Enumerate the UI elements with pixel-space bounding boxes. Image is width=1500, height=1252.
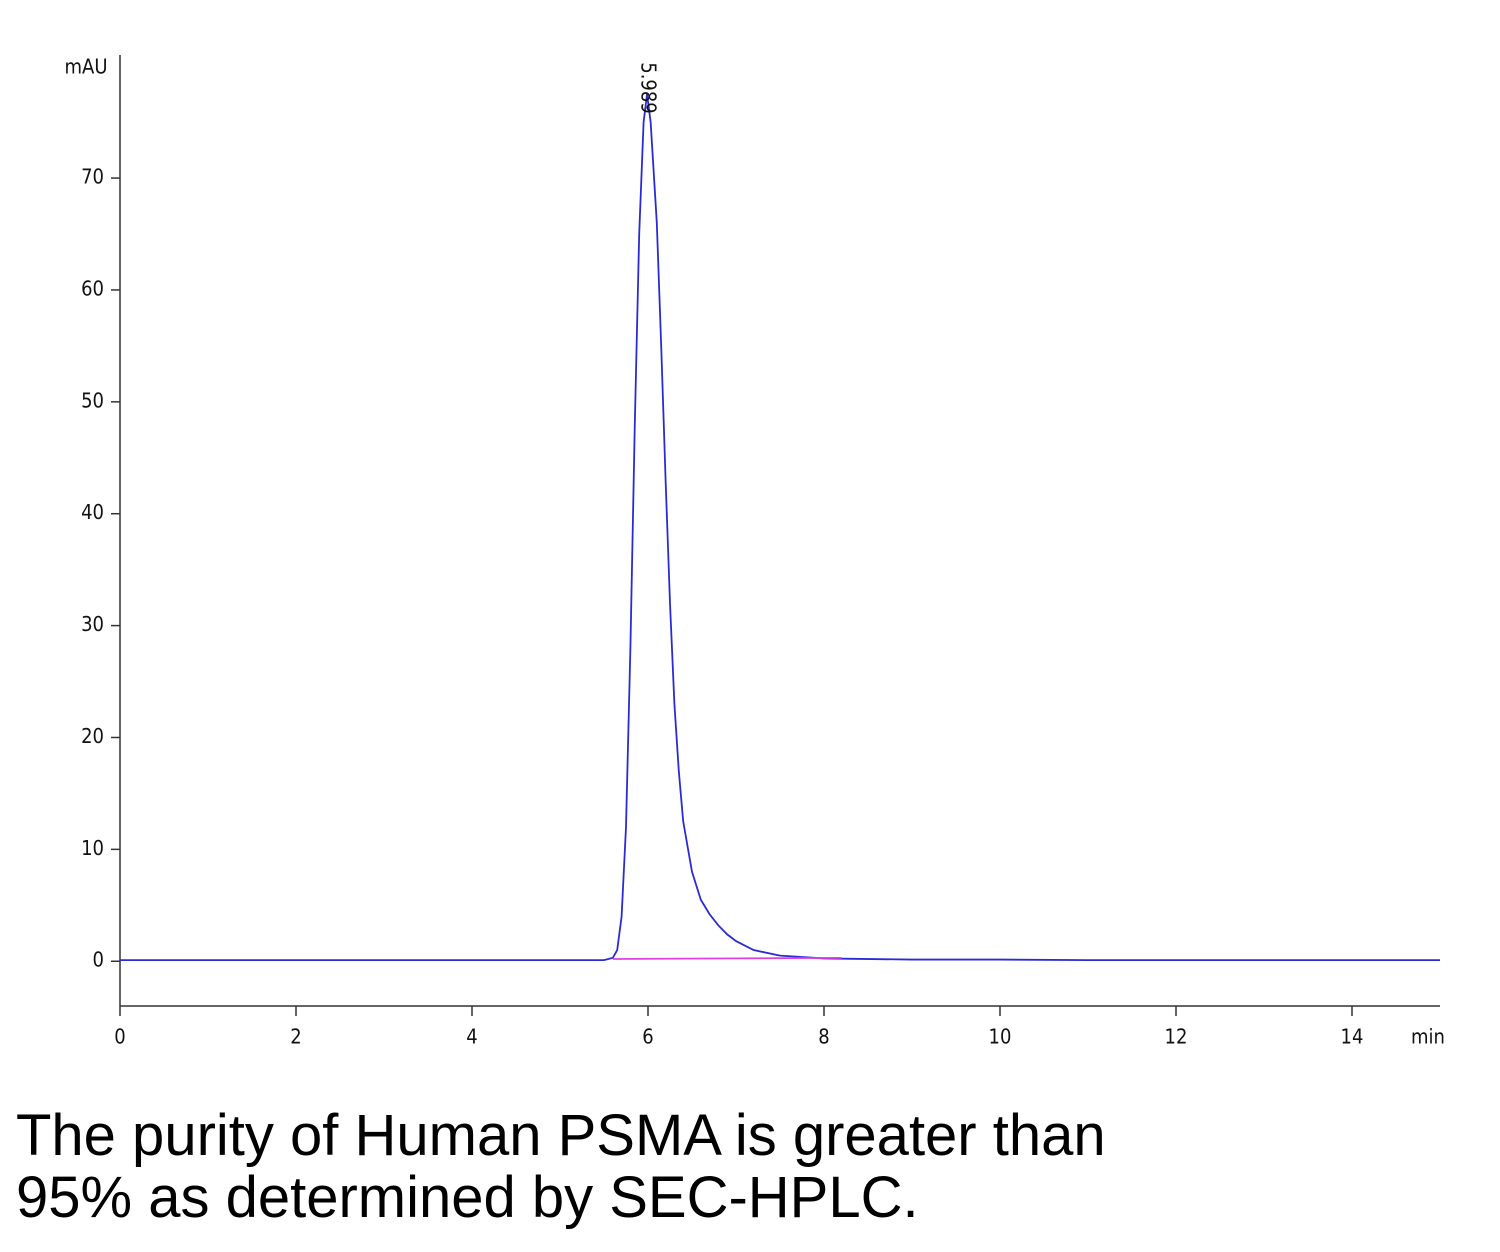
series-line (612, 956, 842, 960)
y-tick-label: 20 (81, 724, 104, 748)
x-tick-label: 6 (642, 1025, 653, 1049)
y-axis-label: mAU (64, 55, 107, 79)
y-tick-label: 70 (81, 165, 104, 189)
chart: mAU min 0 10 20 30 40 50 60 70 0 2 4 6 8 10 12 14 5.989 (64, 55, 1445, 1049)
x-tick-label: 8 (818, 1025, 829, 1049)
y-tick-label: 10 (81, 836, 104, 860)
y-tick-label: 50 (81, 388, 104, 412)
caption: The purity of Human PSMA is greater than… (16, 1103, 1106, 1230)
peak-label: 5.989 (637, 62, 661, 114)
y-tick-label: 30 (81, 612, 104, 636)
x-tick-label: 4 (466, 1025, 477, 1049)
x-axis-label: min (1411, 1025, 1445, 1049)
y-tick-label: 60 (81, 276, 104, 300)
x-tick-label: 14 (1341, 1025, 1364, 1049)
x-tick-label: 12 (1165, 1025, 1188, 1049)
x-tick-label: 0 (114, 1025, 125, 1049)
x-tick-label: 10 (989, 1025, 1012, 1049)
series-line (120, 94, 1440, 962)
x-tick-label: 2 (290, 1025, 301, 1049)
y-tick-label: 0 (93, 948, 104, 972)
y-tick-label: 40 (81, 500, 104, 524)
